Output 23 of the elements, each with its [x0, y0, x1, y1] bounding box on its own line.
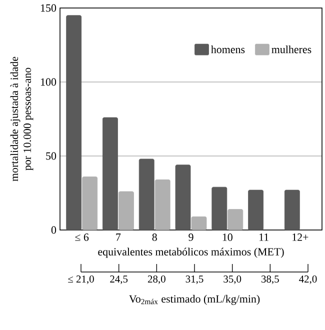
- x2-tick-label: 38,5: [262, 276, 279, 284]
- x2-tick-label: 24,5: [110, 276, 128, 284]
- y-tick-label: 100: [41, 78, 56, 86]
- x2-tick-label: ≤ 21,0: [68, 276, 94, 284]
- x-tick-label: 10: [222, 234, 232, 241]
- x-tick-label: 9: [188, 234, 194, 241]
- y-tick-label: 150: [41, 4, 56, 12]
- y-tick-label: 50: [46, 152, 56, 160]
- x2-tick-label: 35,0: [224, 276, 242, 284]
- x2-axis-title: Vo$_{2máx}$ estimado (mL/kg/min): [129, 294, 260, 305]
- x-tick-label: ≤ 6: [75, 234, 89, 241]
- y-axis-title: mortalidade ajustada à idade por 10.000 pessoas-ano: [10, 56, 34, 182]
- x2-tick-label: 42,0: [299, 276, 317, 284]
- x-axis-title: equivalentes metabólicos máximos (MET): [98, 248, 284, 258]
- legend-label: homens: [211, 45, 245, 54]
- legend-label: mulheres: [272, 45, 312, 54]
- x-tick-label: 8: [152, 234, 157, 241]
- x-tick-label: 7: [116, 234, 121, 241]
- y-tick-label: 0: [51, 226, 56, 234]
- x-tick-label: 12+: [292, 234, 308, 241]
- x2-tick-label: 31,5: [186, 276, 204, 284]
- x2-tick-label: 28,0: [148, 276, 166, 284]
- x-tick-label: 11: [259, 234, 268, 241]
